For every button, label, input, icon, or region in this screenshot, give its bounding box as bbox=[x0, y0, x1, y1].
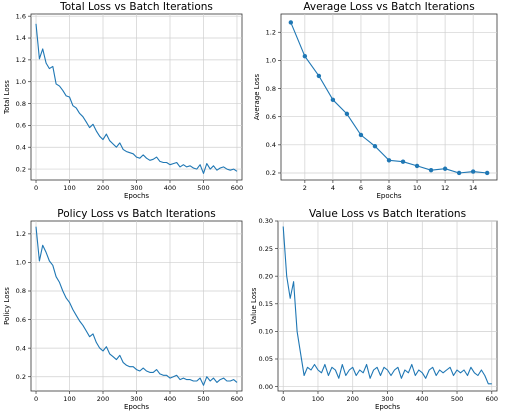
value-loss-x-tick-label: 0 bbox=[281, 395, 285, 403]
value-loss-y-tick-label: 0.15 bbox=[259, 300, 273, 308]
average-loss-x-tick-label: 10 bbox=[413, 184, 421, 192]
policy-loss-x-tick-label: 200 bbox=[97, 395, 109, 403]
total-loss-y-tick-label: 1.4 bbox=[16, 34, 26, 42]
policy-loss-x-tick-label: 400 bbox=[164, 395, 176, 403]
average-loss-x-tick-label: 2 bbox=[303, 184, 307, 192]
policy-loss-chart-title: Policy Loss vs Batch Iterations bbox=[57, 208, 215, 220]
policy-loss-x-tick-label: 0 bbox=[34, 395, 38, 403]
average-loss-chart-title: Average Loss vs Batch Iterations bbox=[303, 1, 474, 13]
policy-loss-y-tick-label: 0.4 bbox=[16, 344, 26, 352]
total-loss-x-axis-label: Epochs bbox=[124, 192, 149, 200]
policy-loss-x-tick-label: 100 bbox=[63, 395, 75, 403]
average-loss-data-point bbox=[302, 54, 308, 59]
average-loss-chart: 2 4 6 8 10 12 14 0.2 0.4 0.6 0.8 1.0 1.2 Average Loss… bbox=[253, 1, 498, 200]
value-loss-x-tick-label: 500 bbox=[451, 395, 463, 403]
total-loss-x-tick-label: 500 bbox=[197, 184, 209, 192]
average-loss-data-point bbox=[470, 169, 476, 174]
average-loss-x-tick-label: 14 bbox=[469, 184, 477, 192]
average-loss-x-tick-label: 8 bbox=[387, 184, 391, 192]
value-loss-series-line bbox=[282, 226, 492, 385]
total-loss-y-tick-label: 0.2 bbox=[16, 165, 26, 173]
value-loss-y-axis-label: Value Loss bbox=[250, 287, 258, 324]
average-loss-data-point bbox=[358, 132, 364, 138]
average-loss-data-point bbox=[442, 166, 448, 171]
average-loss-y-tick-label: 1.2 bbox=[266, 28, 276, 36]
value-loss-x-tick-label: 100 bbox=[312, 395, 324, 403]
average-loss-x-tick-label: 6 bbox=[359, 184, 363, 192]
average-loss-y-axis-label: Average Loss bbox=[253, 73, 261, 120]
total-loss-x-tick-label: 600 bbox=[231, 184, 243, 192]
total-loss-y-axis-label: Total Loss bbox=[3, 80, 11, 115]
total-loss-y-tick-label: 1.6 bbox=[16, 12, 26, 20]
value-loss-y-tick-label: 0.00 bbox=[259, 383, 273, 391]
policy-loss-y-tick-label: 0.8 bbox=[16, 287, 26, 295]
average-loss-data-point bbox=[372, 144, 378, 149]
average-loss-y-tick-label: 0.4 bbox=[266, 141, 276, 149]
total-loss-chart-title: Total Loss vs Batch Iterations bbox=[59, 1, 213, 13]
value-loss-x-tick-label: 600 bbox=[486, 395, 498, 403]
policy-loss-y-tick-label: 0.2 bbox=[16, 373, 26, 381]
average-loss-x-axis-label: Epochs bbox=[376, 192, 401, 200]
policy-loss-y-axis-label: Policy Loss bbox=[3, 287, 11, 325]
policy-loss-x-tick-label: 600 bbox=[231, 395, 243, 403]
average-loss-data-point bbox=[428, 167, 434, 173]
average-loss-data-point bbox=[484, 170, 490, 176]
total-loss-x-tick-label: 400 bbox=[164, 184, 176, 192]
value-loss-y-tick-label: 0.25 bbox=[259, 245, 273, 253]
value-loss-x-axis-label: Epochs bbox=[375, 403, 400, 411]
average-loss-data-point bbox=[330, 97, 336, 103]
total-loss-y-tick-label: 0.8 bbox=[16, 100, 26, 108]
value-loss-chart: 0 100 200 300 400 500 600 0.00 0.05 0.10 0.15 0.20 0… bbox=[250, 208, 498, 411]
average-loss-x-tick-label: 4 bbox=[331, 184, 335, 192]
average-loss-data-point bbox=[414, 163, 420, 169]
policy-loss-x-tick-label: 500 bbox=[197, 395, 209, 403]
average-loss-y-tick-label: 1.0 bbox=[266, 57, 276, 65]
policy-loss-chart: 0 100 200 300 400 500 600 0.2 0.4 0.6 0.8 1.0 1.2 Pol… bbox=[3, 208, 243, 411]
total-loss-y-tick-label: 1.2 bbox=[16, 56, 26, 64]
value-loss-y-tick-label: 0.05 bbox=[259, 355, 273, 363]
policy-loss-y-tick-label: 1.0 bbox=[16, 259, 26, 267]
average-loss-data-point bbox=[456, 170, 462, 176]
average-loss-data-point bbox=[386, 158, 392, 163]
total-loss-x-tick-label: 200 bbox=[97, 184, 109, 192]
policy-loss-y-tick-label: 1.2 bbox=[16, 230, 26, 238]
average-loss-data-point bbox=[344, 111, 350, 117]
total-loss-y-tick-label: 0.6 bbox=[16, 122, 26, 130]
total-loss-x-tick-label: 300 bbox=[130, 184, 142, 192]
value-loss-y-tick-label: 0.30 bbox=[259, 217, 273, 225]
value-loss-chart-title: Value Loss vs Batch Iterations bbox=[309, 208, 466, 220]
total-loss-x-tick-label: 100 bbox=[63, 184, 75, 192]
policy-loss-x-axis-label: Epochs bbox=[124, 403, 149, 411]
policy-loss-series-line bbox=[35, 226, 238, 386]
value-loss-x-tick-label: 200 bbox=[347, 395, 359, 403]
average-loss-y-tick-label: 0.2 bbox=[266, 169, 276, 177]
total-loss-chart: 0 100 200 300 400 500 600 0.2 0.4 0.6 0.8 1.0 1.2 1.4… bbox=[3, 1, 243, 200]
average-loss-data-point bbox=[400, 159, 406, 164]
value-loss-y-tick-label: 0.20 bbox=[259, 272, 273, 280]
total-loss-series-line bbox=[35, 23, 238, 174]
policy-loss-x-tick-label: 300 bbox=[130, 395, 142, 403]
average-loss-x-tick-label: 12 bbox=[441, 184, 449, 192]
average-loss-data-point bbox=[288, 20, 294, 25]
average-loss-y-tick-label: 0.6 bbox=[266, 113, 276, 121]
average-loss-data-point bbox=[316, 73, 322, 79]
policy-loss-y-tick-label: 0.6 bbox=[16, 316, 26, 324]
total-loss-x-tick-label: 0 bbox=[34, 184, 38, 192]
total-loss-y-tick-label: 1.0 bbox=[16, 78, 26, 86]
value-loss-x-tick-label: 300 bbox=[381, 395, 393, 403]
average-loss-y-tick-label: 0.8 bbox=[266, 85, 276, 93]
total-loss-y-tick-label: 0.4 bbox=[16, 143, 26, 151]
value-loss-x-tick-label: 400 bbox=[416, 395, 428, 403]
value-loss-y-tick-label: 0.10 bbox=[259, 328, 273, 336]
